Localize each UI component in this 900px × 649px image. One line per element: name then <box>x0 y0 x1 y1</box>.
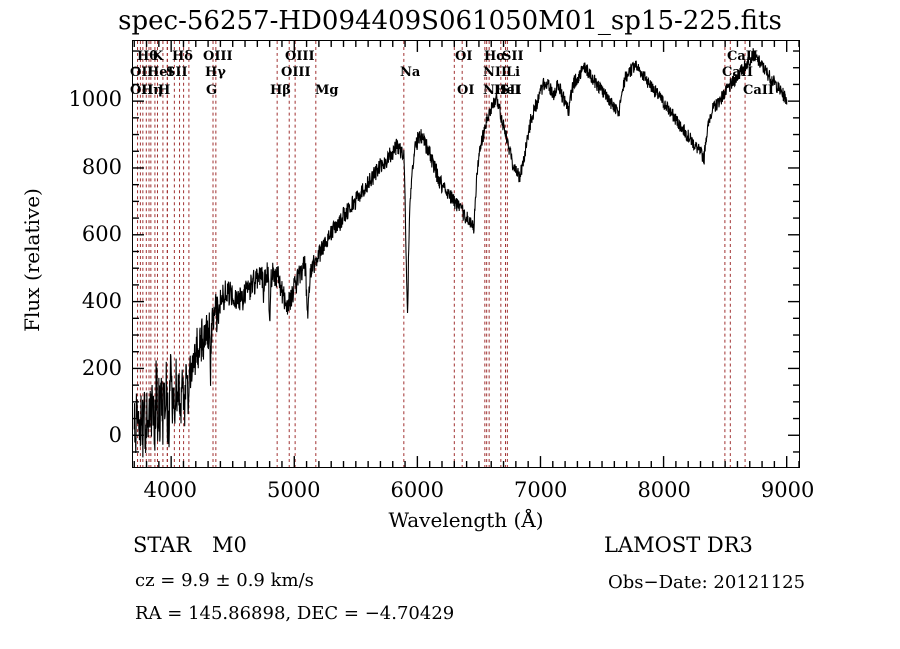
spectral-line-label: Li <box>506 65 521 80</box>
spectral-line-label: OI <box>455 49 473 64</box>
spectrum-canvas <box>133 41 799 467</box>
y-tick-label: 600 <box>81 221 122 246</box>
spectral-line-label: K <box>152 49 164 64</box>
spectral-line-label: CaII <box>743 83 774 98</box>
spectral-line-label: Mg <box>315 83 339 98</box>
spectral-line-label: SII <box>502 49 524 64</box>
spectral-line-label: HeI <box>147 65 174 80</box>
x-tick-label: 9000 <box>760 478 815 502</box>
spectral-line-label: OIII <box>285 49 315 64</box>
spectral-line-label: OII <box>130 65 154 80</box>
spectral-line-label: OII <box>130 83 154 98</box>
x-axis-label: Wavelength (Å) <box>388 508 544 532</box>
spectral-line-label: Hδ <box>172 49 193 64</box>
spectral-line-label: NII <box>483 65 508 80</box>
spectral-line-label: OI <box>457 83 475 98</box>
spectral-line-label: SII <box>500 83 522 98</box>
spectral-line-label: OIII <box>281 65 311 80</box>
x-tick-label: 7000 <box>513 478 568 502</box>
spectral-line-label: Na <box>400 65 421 80</box>
plot-clip <box>133 41 799 467</box>
y-axis-label: Flux (relative) <box>20 188 44 332</box>
spectral-line-label: HeI <box>494 83 521 98</box>
x-tick-label: 5000 <box>267 478 321 502</box>
x-tick-label: 8000 <box>637 478 691 502</box>
spectral-line-label: H <box>158 83 171 98</box>
x-tick-label: 4000 <box>143 478 197 502</box>
spectral-line-label: Hβ <box>270 83 291 98</box>
spectral-line-label: Hη <box>141 83 163 98</box>
spectral-line-label: NII <box>483 83 508 98</box>
y-tick-label: 200 <box>81 355 122 380</box>
coordinates: RA = 145.86898, DEC = −4.70429 <box>135 603 455 624</box>
spectral-line-label: OIII <box>203 49 233 64</box>
y-tick-label: 1000 <box>68 87 122 112</box>
spectral-line-label: CaII <box>722 65 753 80</box>
plot-frame <box>132 40 800 468</box>
survey-name: LAMOST DR3 <box>604 533 753 557</box>
observation-date: Obs−Date: 20121125 <box>608 572 806 593</box>
y-tick-label: 0 <box>108 423 122 448</box>
spectral-line-label: Hα <box>484 49 507 64</box>
object-class: STAR <box>133 533 192 557</box>
redshift-velocity: cz = 9.9 ± 0.9 km/s <box>135 570 314 591</box>
spectral-line-label: CaII <box>727 49 758 64</box>
page-title: spec-56257-HD094409S061050M01_sp15-225.f… <box>118 6 782 36</box>
spectral-line-label: Hγ <box>205 65 226 80</box>
spectral-line-label: G <box>206 83 218 98</box>
y-tick-label: 400 <box>81 288 122 313</box>
x-tick-label: 6000 <box>390 478 444 502</box>
spectral-line-label: Hθ <box>137 49 158 64</box>
y-tick-label: 800 <box>81 154 122 179</box>
spectral-line-label: SII <box>166 65 188 80</box>
object-subclass: M0 <box>212 533 247 557</box>
